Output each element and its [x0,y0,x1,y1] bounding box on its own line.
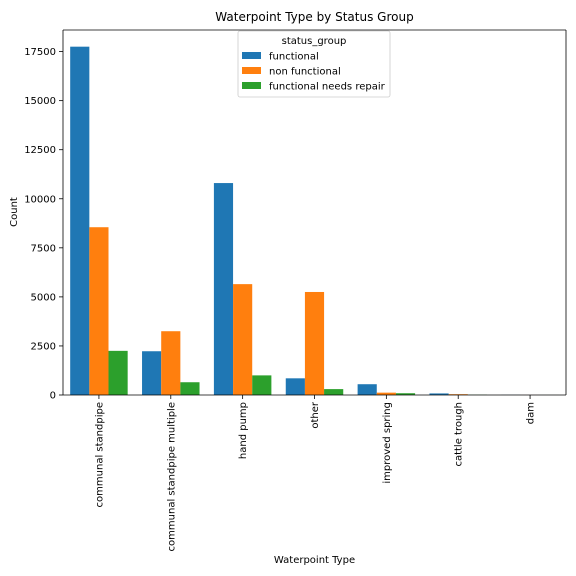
y-axis-label: Count [9,197,20,227]
bar-functional-1 [142,351,162,395]
x-tick-label: communal standpipe multiple [166,402,177,551]
y-tick-label: 2500 [31,341,56,352]
legend-frame [237,30,391,98]
x-tick-label: hand pump [238,402,249,459]
legend-entry-label: functional [269,52,319,63]
y-tick-label: 5000 [31,292,56,303]
legend-title: status_group [282,36,347,47]
bar-functional-4 [357,384,377,395]
x-tick-label: cattle trough [454,402,465,467]
y-tick-label: 0 [50,391,56,402]
y-tick-label: 15000 [24,96,56,107]
legend-swatch [242,82,261,89]
chart-title: Waterpoint Type by Status Group [215,10,413,24]
legend-entry-label: non functional [269,67,341,78]
x-tick-label: dam [526,402,537,424]
bar-non-functional-2 [233,284,253,395]
legend: status_group functional non functional func… [237,30,391,98]
bar-non-functional-1 [161,331,181,395]
y-tick-label: 7500 [31,243,56,254]
x-tick-label: communal standpipe [94,402,105,507]
y-tick-label: 10000 [24,194,56,205]
bar-functional-needs-repair-2 [252,375,272,395]
x-tick-label: other [310,401,321,429]
bar-functional-3 [285,378,305,395]
legend-swatch [242,52,261,59]
bar-functional-needs-repair-4 [395,393,416,395]
bar-functional-2 [213,183,234,395]
plot-area: 0 2500 5000 7500 10000 12500 15000 17500 communa… [24,29,567,551]
y-tick-label: 17500 [24,47,56,58]
bar-non-functional-4 [376,392,396,395]
y-tick-label: 12500 [24,145,56,156]
legend-swatch [242,67,261,74]
bar-functional-5 [429,393,449,395]
x-axis-label: Waterpoint Type [274,555,355,566]
bar-non-functional-0 [89,227,109,395]
bar-non-functional-3 [304,291,325,395]
bar-functional-0 [70,46,90,396]
bar-functional-needs-repair-0 [108,350,128,395]
legend-entry-label: functional needs repair [269,82,386,93]
bar-functional-needs-repair-1 [180,382,200,395]
x-tick-label: improved spring [382,402,393,484]
bar-functional-needs-repair-3 [324,389,344,395]
